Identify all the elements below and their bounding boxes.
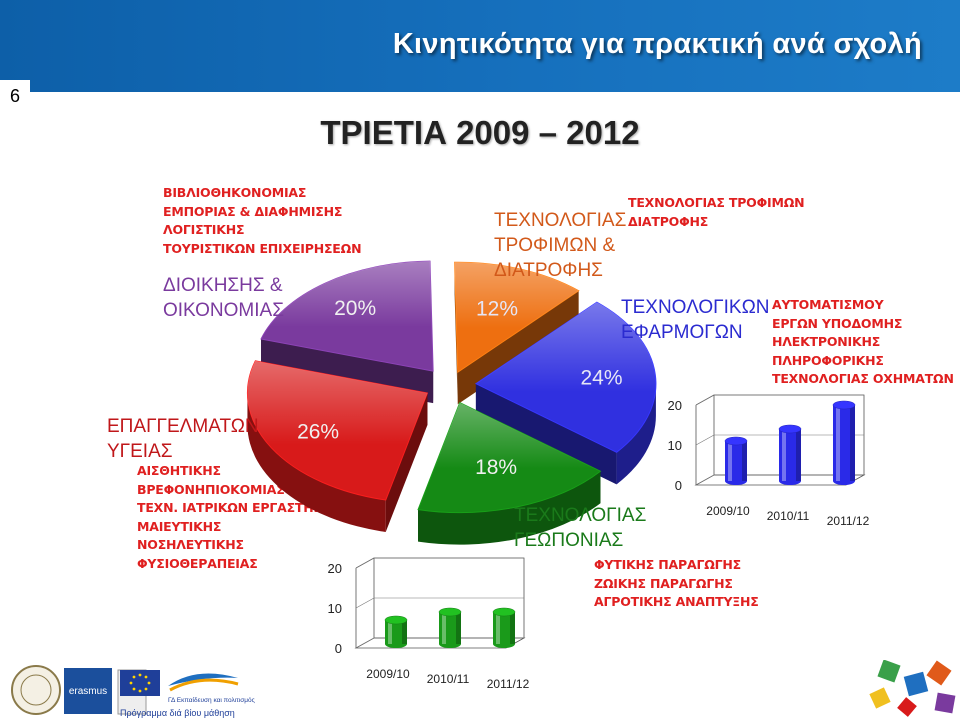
list-item: ΤΟΥΡΙΣΤΙΚΩΝ ΕΠΙΧΕΙΡΗΣΕΩΝ [163,240,362,256]
y-tick-label: 20 [328,561,342,576]
pie-value-label: 12% [476,297,518,320]
gridline [355,597,375,609]
pie-label-dioikisis: ΔΙΟΙΚΗΣΗΣ & ΟΙΚΟΝΟΜΙΑΣ [163,273,284,323]
eu-stars [129,673,151,693]
pie-label-ygeias: ΕΠΑΓΓΕΛΜΑΤΩΝ ΥΓΕΙΑΣ [107,414,259,464]
list-item: ΤΕΧΝ. ΙΑΤΡΙΚΩΝ ΕΡΓΑΣΤΗΡΙΩΝ [137,500,348,515]
page-number: 6 [0,80,30,112]
pie-label-line: ΔΙΟΙΚΗΣΗΣ & [163,275,283,296]
list-item: ΒΙΒΛΙΟΘΗΚΟΝΟΜΙΑΣ [163,185,307,200]
svg-text:erasmus: erasmus [69,686,107,697]
header-bar: Κινητικότητα για πρακτική ανά σχολή [0,0,960,92]
list-item: ΔΙΑΤΡΟΦΗΣ [628,213,709,229]
list-ygeias: ΑΙΣΘΗΤΙΚΗΣ ΒΡΕΦΟΝΗΠΙΟΚΟΜΙΑΣ ΤΕΧΝ. ΙΑΤΡΙΚΩΝ… [137,462,348,573]
x-tick-label: 2011/12 [487,677,530,691]
footer-logos: erasmus ΓΔ Εκπαίδευση και πολιτισμός Πρό… [11,660,956,718]
list-item: ΦΥΣΙΟΘΕΡΑΠΕΙΑΣ [137,555,258,571]
list-item: ΜΑΙΕΥΤΙΚΗΣ [137,518,222,534]
footer-subcaption: ΓΔ Εκπαίδευση και πολιτισμός [168,696,255,704]
pie-slice-efarmogon: 24% [474,301,657,485]
pie-label-efarmogon: ΤΕΧΝΟΛΟΓΙΚΩΝ ΕΦΑΡΜΟΓΩΝ [621,295,770,345]
pie-value-label: 18% [475,456,517,479]
pie-label-line: ΕΦΑΡΜΟΓΩΝ [621,322,743,343]
pie-label-line: ΤΕΧΝΟΛΟΓΙΑΣ [494,210,627,231]
y-tick-label: 0 [335,641,342,656]
cylinder-bar-2009-10 [724,436,748,485]
pie-label-line: ΟΙΚΟΝΟΜΙΑΣ [163,300,284,321]
pie-label-line: ΤΡΟΦΙΜΩΝ & [494,235,616,256]
pie-slice-ygeias: 26% [246,360,429,533]
pie-label-line: ΤΕΧΝΟΛΟΓΙΑΣ [514,505,647,526]
gridline [355,637,375,649]
list-dioikisis: ΒΙΒΛΙΟΘΗΚΟΝΟΜΙΑΣ ΕΜΠΟΡΙΑΣ & ΔΙΑΦΗΜΙΣΗΣ ΛΟΓ… [163,184,362,258]
cylinder-bar-2011-12 [832,400,856,485]
pie-label-line: ΕΠΑΓΓΕΛΜΑΤΩΝ [107,416,259,437]
list-geoponias: ΦΥΤΙΚΗΣ ΠΑΡΑΓΩΓΗΣ ΖΩΙΚΗΣ ΠΑΡΑΓΩΓΗΣ ΑΓΡΟΤΙΚ… [594,556,759,612]
pie-value-label: 26% [297,420,339,443]
erasmus-logo [64,668,112,714]
main-title: ΤΡΙΕΤΙΑ 2009 – 2012 [320,114,640,151]
cylinder-bar-2010-11 [778,424,802,485]
x-tick-label: 2010/11 [767,509,810,523]
list-item: ΠΛΗΡΟΦΟΡΙΚΗΣ [772,352,884,368]
y-tick-label: 20 [668,398,682,413]
pie-slice-geoponias: 18% [417,401,602,545]
cylinder-bar-2011-12 [492,607,516,648]
y-tick-label: 10 [328,601,342,616]
y-tick-label: 10 [668,438,682,453]
list-item: ΦΥΤΙΚΗΣ ΠΑΡΑΓΩΓΗΣ [594,557,742,572]
cylinder-bar-2009-10 [384,615,408,648]
gridline [695,434,715,446]
x-tick-label: 2011/12 [827,514,870,528]
pie-label-line: ΥΓΕΙΑΣ [107,441,173,462]
list-item: ΤΕΧΝΟΛΟΓΙΑΣ ΤΡΟΦΙΜΩΝ [628,195,805,210]
llp-swoosh-logo [168,673,238,686]
pie-value-label: 24% [580,367,622,390]
list-item: ΑΥΤΟΜΑΤΙΣΜΟΥ [772,297,884,312]
pie-label-trofimon: ΤΕΧΝΟΛΟΓΙΑΣ ΤΡΟΦΙΜΩΝ & ΔΙΑΤΡΟΦΗΣ [494,208,626,283]
pie-label-line: ΔΙΑΤΡΟΦΗΣ [494,260,603,281]
list-trofimon: ΤΕΧΝΟΛΟΓΙΑΣ ΤΡΟΦΙΜΩΝ ΔΙΑΤΡΟΦΗΣ [628,194,805,231]
list-item: ΕΜΠΟΡΙΑΣ & ΔΙΑΦΗΜΙΣΗΣ [163,203,343,219]
pie-value-label: 20% [334,297,376,320]
list-item: ΑΙΣΘΗΤΙΚΗΣ [137,463,221,478]
pie-label-line: ΤΕΧΝΟΛΟΓΙΚΩΝ [621,297,770,318]
pie-label-geoponias: ΤΕΧΝΟΛΟΓΙΑΣ ΓΕΩΠΟΝΙΑΣ [514,503,646,553]
puzzle-decoration-icon [869,660,956,717]
x-tick-label: 2010/11 [427,672,470,686]
list-item: ΝΟΣΗΛΕΥΤΙΚΗΣ [137,537,244,552]
cylinder-bar-2010-11 [438,607,462,648]
list-item: ΒΡΕΦΟΝΗΠΙΟΚΟΜΙΑΣ [137,481,285,497]
list-item: ΕΡΓΩΝ ΥΠΟΔΟΜΗΣ [772,315,903,331]
pie-label-line: ΓΕΩΠΟΝΙΑΣ [514,530,624,551]
x-tick-label: 2009/10 [706,504,750,518]
y-tick-label: 0 [675,478,682,493]
gridline [695,394,715,406]
list-item: ΗΛΕΚΤΡΟΝΙΚΗΣ [772,334,881,349]
mini-chart-green: 0 10 20 2009/10 2010/11 2011/12 [328,557,530,691]
list-item: ΑΓΡΟΤΙΚΗΣ ΑΝΑΠΤΥΞΗΣ [594,594,759,609]
gridline [695,474,715,486]
mini-chart-blue: 0 10 20 2009/10 2010/11 2011/12 [668,394,870,528]
list-item: ΛΟΓΙΣΤΙΚΗΣ [163,222,245,237]
gridline [355,557,375,569]
list-item: ΖΩΙΚΗΣ ΠΑΡΑΓΩΓΗΣ [594,575,733,591]
university-seal-logo [11,665,61,715]
header-title: Κινητικότητα για πρακτική ανά σχολή [392,28,922,60]
footer-caption: Πρόγραμμα διά βίου μάθηση [120,708,235,718]
x-tick-label: 2009/10 [366,667,410,681]
list-efarmogon: ΑΥΤΟΜΑΤΙΣΜΟΥ ΕΡΓΩΝ ΥΠΟΔΟΜΗΣ ΗΛΕΚΤΡΟΝΙΚΗΣ ΠΛ… [772,296,954,389]
list-item: ΤΕΧΝΟΛΟΓΙΑΣ ΟΧΗΜΑΤΩΝ [772,371,954,386]
